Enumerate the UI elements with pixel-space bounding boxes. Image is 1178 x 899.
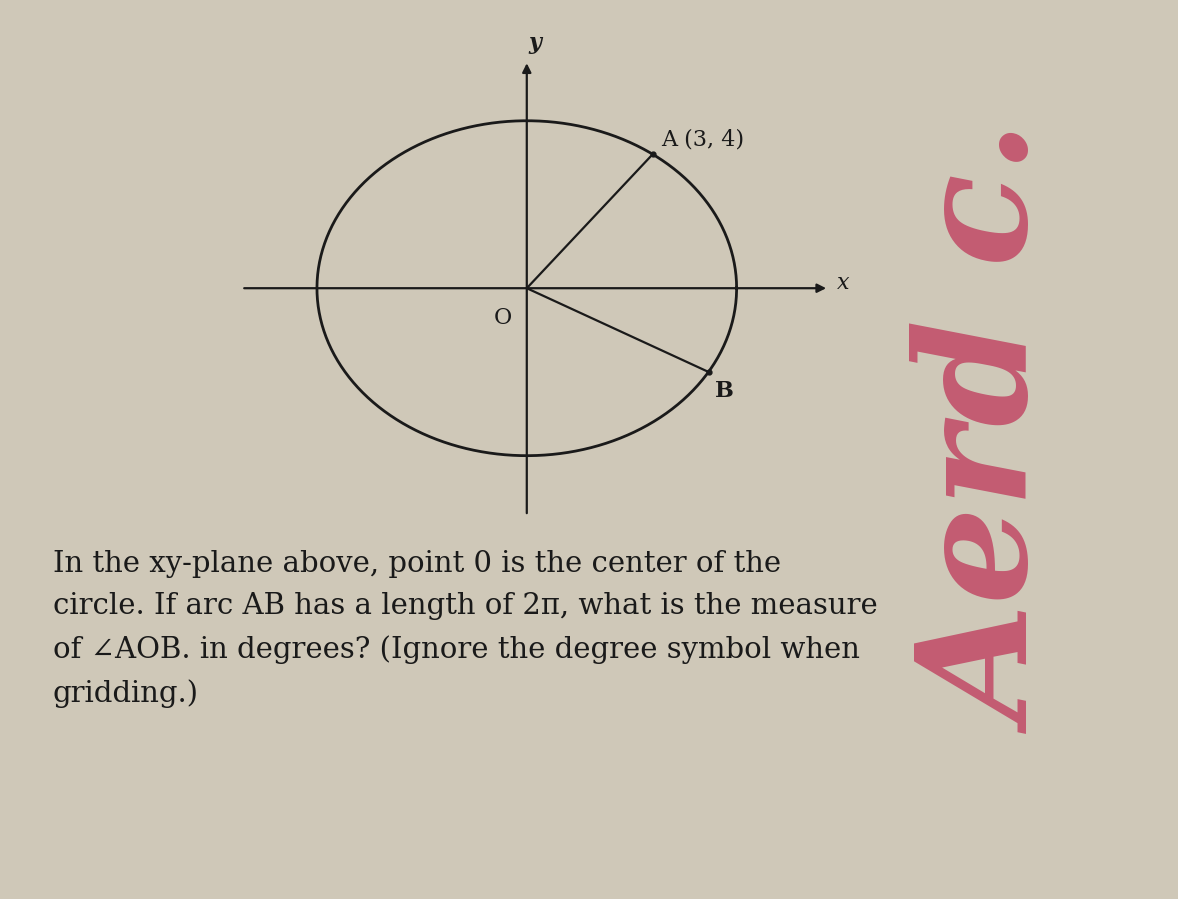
Text: B: B — [715, 380, 734, 403]
Text: A (3, 4): A (3, 4) — [661, 129, 744, 151]
Text: O: O — [494, 307, 512, 329]
Text: x: x — [838, 272, 849, 294]
Text: In the xy-plane above, point 0 is the center of the
circle. If arc AB has a leng: In the xy-plane above, point 0 is the ce… — [53, 550, 878, 708]
Text: y: y — [529, 31, 542, 54]
Text: Aerd c.: Aerd c. — [922, 130, 1071, 733]
